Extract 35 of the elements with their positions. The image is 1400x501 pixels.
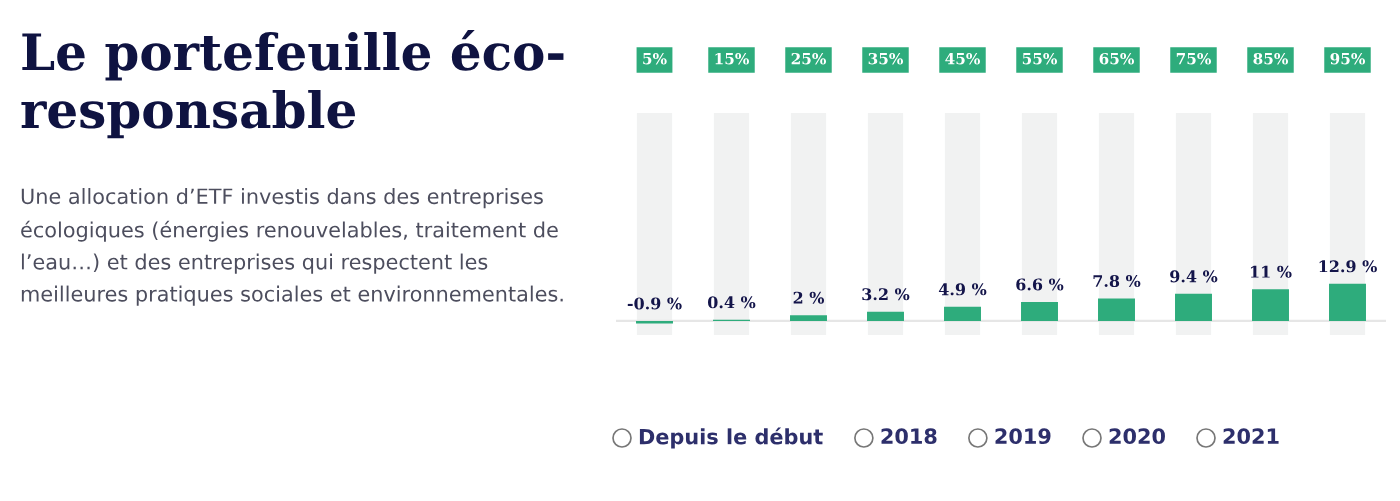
text: Depuis le début xyxy=(639,427,823,449)
bar xyxy=(1021,301,1058,321)
data-label: 2 % xyxy=(793,291,825,304)
x-tick-label: 45% xyxy=(945,52,981,65)
bar xyxy=(867,311,904,321)
x-tick-label: 15% xyxy=(715,52,750,65)
x-tick-label: 55% xyxy=(1022,52,1058,65)
data-label: 11 % xyxy=(1250,265,1292,278)
data-label: 3.2 % xyxy=(862,288,910,301)
data-label: 4.9 % xyxy=(938,283,987,296)
x-tick-label: 95% xyxy=(1330,52,1366,65)
x-tick-label: 75% xyxy=(1176,52,1212,65)
bar xyxy=(790,315,827,321)
data-label: 7.8 % xyxy=(1093,274,1141,288)
bar xyxy=(1175,293,1212,321)
text: 2021 xyxy=(1223,428,1279,445)
x-tick-label: 5% xyxy=(643,52,667,65)
text: 2020 xyxy=(1109,428,1165,445)
data-label: 6.6 % xyxy=(1016,278,1064,291)
bar xyxy=(944,306,981,321)
x-tick-label: 65% xyxy=(1099,52,1135,65)
text: Une allocation d’ETF investis dans des entreprises écologiques (énergies renouvelables, traitement de l’eau…) et des entreprises qui respectent les meilleures pratiques sociales et environnementales. xyxy=(21,188,563,306)
x-tick-label: 85% xyxy=(1253,52,1289,65)
data-label: 0.4 % xyxy=(707,296,756,309)
bar xyxy=(1329,283,1366,321)
text: 2018 xyxy=(881,428,937,445)
bar xyxy=(1098,298,1135,321)
x-tick-label: 25% xyxy=(791,52,827,65)
data-label: 9.4 % xyxy=(1170,270,1218,283)
data-label: 12.9 % xyxy=(1319,260,1377,273)
x-tick-label: 35% xyxy=(868,52,904,65)
chart-title: Le portefeuille éco- responsable xyxy=(21,30,564,139)
data-label: -0.9 % xyxy=(627,297,682,310)
bar xyxy=(1252,289,1289,321)
text: 2019 xyxy=(995,428,1051,445)
